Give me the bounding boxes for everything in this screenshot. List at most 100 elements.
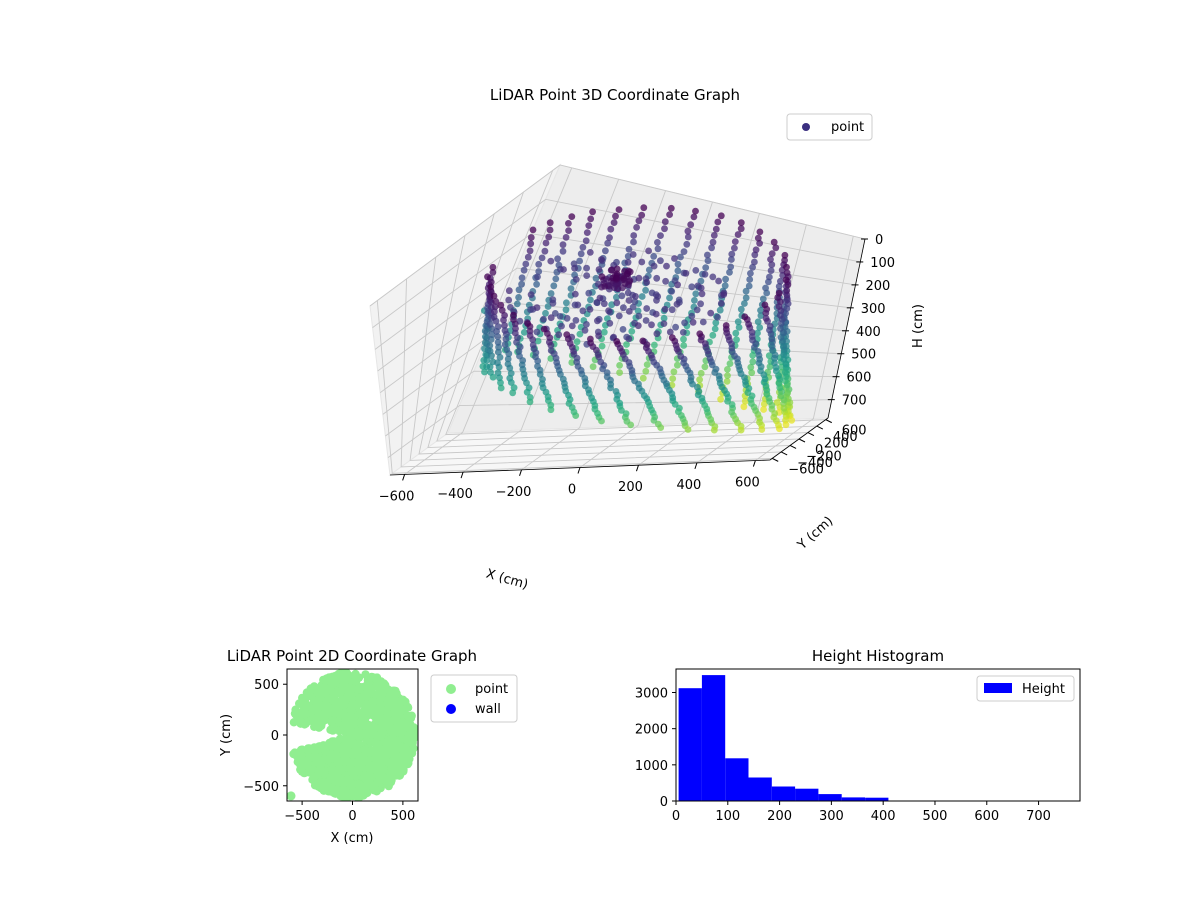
chart-3d-point (762, 284, 769, 292)
chart-3d-point (633, 224, 640, 231)
chart-2d-point (339, 785, 348, 794)
chart-3d-point (748, 369, 756, 377)
chart-3d-point (620, 275, 628, 282)
chart-2d-point (371, 674, 381, 684)
chart-3d-point (486, 342, 494, 349)
chart-3d-point (684, 366, 692, 374)
chart-3d-z-axis-line (827, 238, 866, 419)
chart-3d-point (505, 296, 513, 304)
chart-2d-point (404, 723, 413, 732)
chart-3d-point (666, 386, 673, 394)
chart-3d-point (777, 320, 785, 327)
chart-3d-point (668, 334, 676, 342)
chart-3d-point (724, 366, 731, 373)
chart-3d-point (660, 320, 668, 327)
chart-3d-point (616, 399, 624, 407)
chart-3d-point (781, 251, 789, 259)
chart-3d-point (612, 274, 620, 282)
histogram-xtick-label: 300 (819, 809, 844, 824)
chart-3d-point (735, 324, 743, 331)
chart-2d-plot-area (287, 669, 418, 801)
chart-2d-point (321, 710, 330, 719)
chart-2d-title: LiDAR Point 2D Coordinate Graph (227, 647, 477, 665)
chart-3d-point (586, 306, 594, 313)
chart-3d-point (484, 273, 491, 281)
chart-3d-point (527, 234, 535, 241)
chart-3d-point (510, 384, 518, 392)
chart-3d-gridline-x (755, 236, 854, 461)
chart-3d-point (650, 253, 658, 260)
chart-3d-gridline-z (372, 198, 861, 329)
chart-2d-point (347, 790, 356, 800)
chart-3d-point (526, 398, 534, 406)
chart-2d-ticks: −500 −500 0 0 500 500 (243, 678, 415, 824)
chart-3d-point (544, 303, 552, 310)
chart-3d-point (715, 277, 722, 285)
chart-3d-xtick (402, 474, 406, 481)
chart-3d-point (483, 328, 491, 336)
chart-3d-gridline-z (377, 267, 851, 372)
chart-3d-xtick-label: 600 (735, 476, 760, 491)
chart-3d-point (583, 321, 590, 328)
chart-3d-point (693, 306, 701, 314)
chart-3d-point (631, 298, 639, 305)
chart-3d-point (775, 372, 782, 380)
chart-3d-point (691, 297, 698, 304)
chart-3d-point (551, 310, 559, 317)
chart-3d-point (486, 320, 494, 328)
chart-3d-point (518, 361, 526, 369)
chart-3d-point (666, 294, 673, 302)
histogram-legend-swatch (984, 683, 1012, 693)
chart-3d-point (541, 247, 549, 255)
chart-3d-point (526, 247, 534, 255)
chart-3d-point (571, 264, 578, 272)
chart-3d-point (582, 237, 590, 245)
chart-3d-legend-label: point (831, 120, 864, 135)
chart-3d: LiDAR Point 3D Coordinate Graph −600 −400… (369, 86, 926, 593)
chart-3d-point (491, 308, 498, 316)
chart-3d-xtick (519, 469, 523, 476)
chart-3d-point (741, 397, 749, 405)
chart-3d-point (671, 401, 679, 408)
chart-3d-point (704, 257, 712, 265)
chart-3d-point (732, 415, 739, 423)
chart-3d-point (571, 290, 579, 298)
chart-3d-point (777, 277, 784, 285)
chart-3d-point (615, 312, 623, 320)
chart-2d-point (374, 742, 383, 751)
chart-3d-point (497, 301, 505, 309)
chart-3d-point (697, 284, 705, 292)
chart-3d-point (768, 261, 776, 269)
chart-3d-point (602, 247, 609, 255)
chart-2d-ylabel: Y (cm) (219, 714, 234, 757)
chart-3d-point (576, 330, 584, 338)
chart-3d-point (538, 254, 546, 262)
chart-3d-point (661, 218, 669, 226)
chart-3d-point (533, 304, 541, 311)
chart-3d-point (692, 290, 700, 298)
chart-3d-point (687, 221, 695, 229)
chart-3d-point (643, 305, 651, 312)
chart-3d-point (510, 316, 517, 323)
chart-3d-point (734, 318, 742, 326)
chart-3d-point (562, 306, 570, 314)
chart-2d-point (343, 692, 353, 701)
chart-3d-point (565, 227, 572, 235)
chart-3d-xtick-label: −400 (437, 487, 473, 502)
chart-2d-point (367, 699, 376, 708)
chart-3d-point (768, 343, 776, 350)
chart-2d-point (349, 768, 358, 777)
chart-3d-point (751, 343, 758, 351)
chart-2d-point (332, 676, 341, 685)
chart-3d-point (493, 328, 500, 335)
histogram-xtick-label: 100 (715, 809, 740, 824)
chart-3d-point (549, 299, 557, 307)
chart-2d-legend-wall-marker (446, 704, 456, 714)
chart-3d-point (608, 301, 616, 309)
chart-2d-point (388, 734, 397, 743)
chart-3d-point (570, 408, 578, 416)
chart-3d-point (749, 263, 756, 271)
chart-3d-point (724, 372, 731, 379)
chart-3d-point (624, 258, 632, 266)
